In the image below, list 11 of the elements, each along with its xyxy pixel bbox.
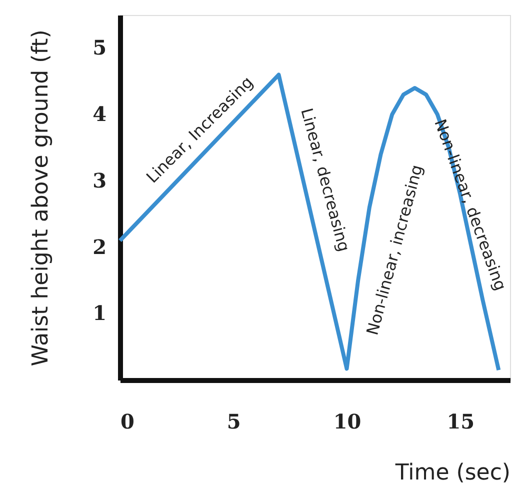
- y-tick-label: 2: [92, 234, 106, 259]
- y-tick-label: 3: [92, 168, 106, 192]
- y-tick-label: 4: [92, 102, 107, 126]
- y-tick-label: 1: [92, 301, 106, 326]
- x-tick-label: 10: [333, 410, 362, 434]
- y-axis-title: Waist height above ground (ft): [28, 30, 54, 366]
- x-tick-label: 5: [226, 410, 241, 434]
- x-tick-label: 15: [446, 410, 475, 434]
- y-tick-label: 5: [92, 36, 106, 60]
- x-axis-title: Time (sec): [394, 460, 510, 486]
- x-tick-label: 0: [120, 410, 134, 434]
